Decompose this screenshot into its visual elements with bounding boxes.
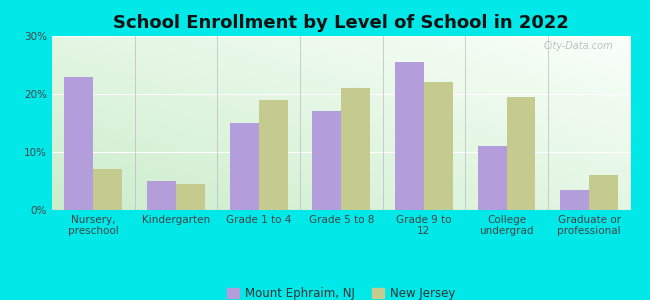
Bar	[312, 111, 341, 210]
Bar	[147, 181, 176, 210]
Text: City-Data.com: City-Data.com	[543, 41, 613, 51]
Bar	[506, 97, 536, 210]
Bar	[341, 88, 370, 210]
Bar	[176, 184, 205, 210]
Bar	[589, 175, 618, 210]
Legend: Mount Ephraim, NJ, New Jersey: Mount Ephraim, NJ, New Jersey	[222, 282, 460, 300]
Bar	[424, 82, 453, 210]
Bar	[229, 123, 259, 210]
Bar	[259, 100, 287, 210]
Bar	[64, 76, 94, 210]
Bar	[94, 169, 122, 210]
Bar	[395, 62, 424, 210]
Bar	[478, 146, 506, 210]
Bar	[560, 190, 589, 210]
Title: School Enrollment by Level of School in 2022: School Enrollment by Level of School in …	[113, 14, 569, 32]
